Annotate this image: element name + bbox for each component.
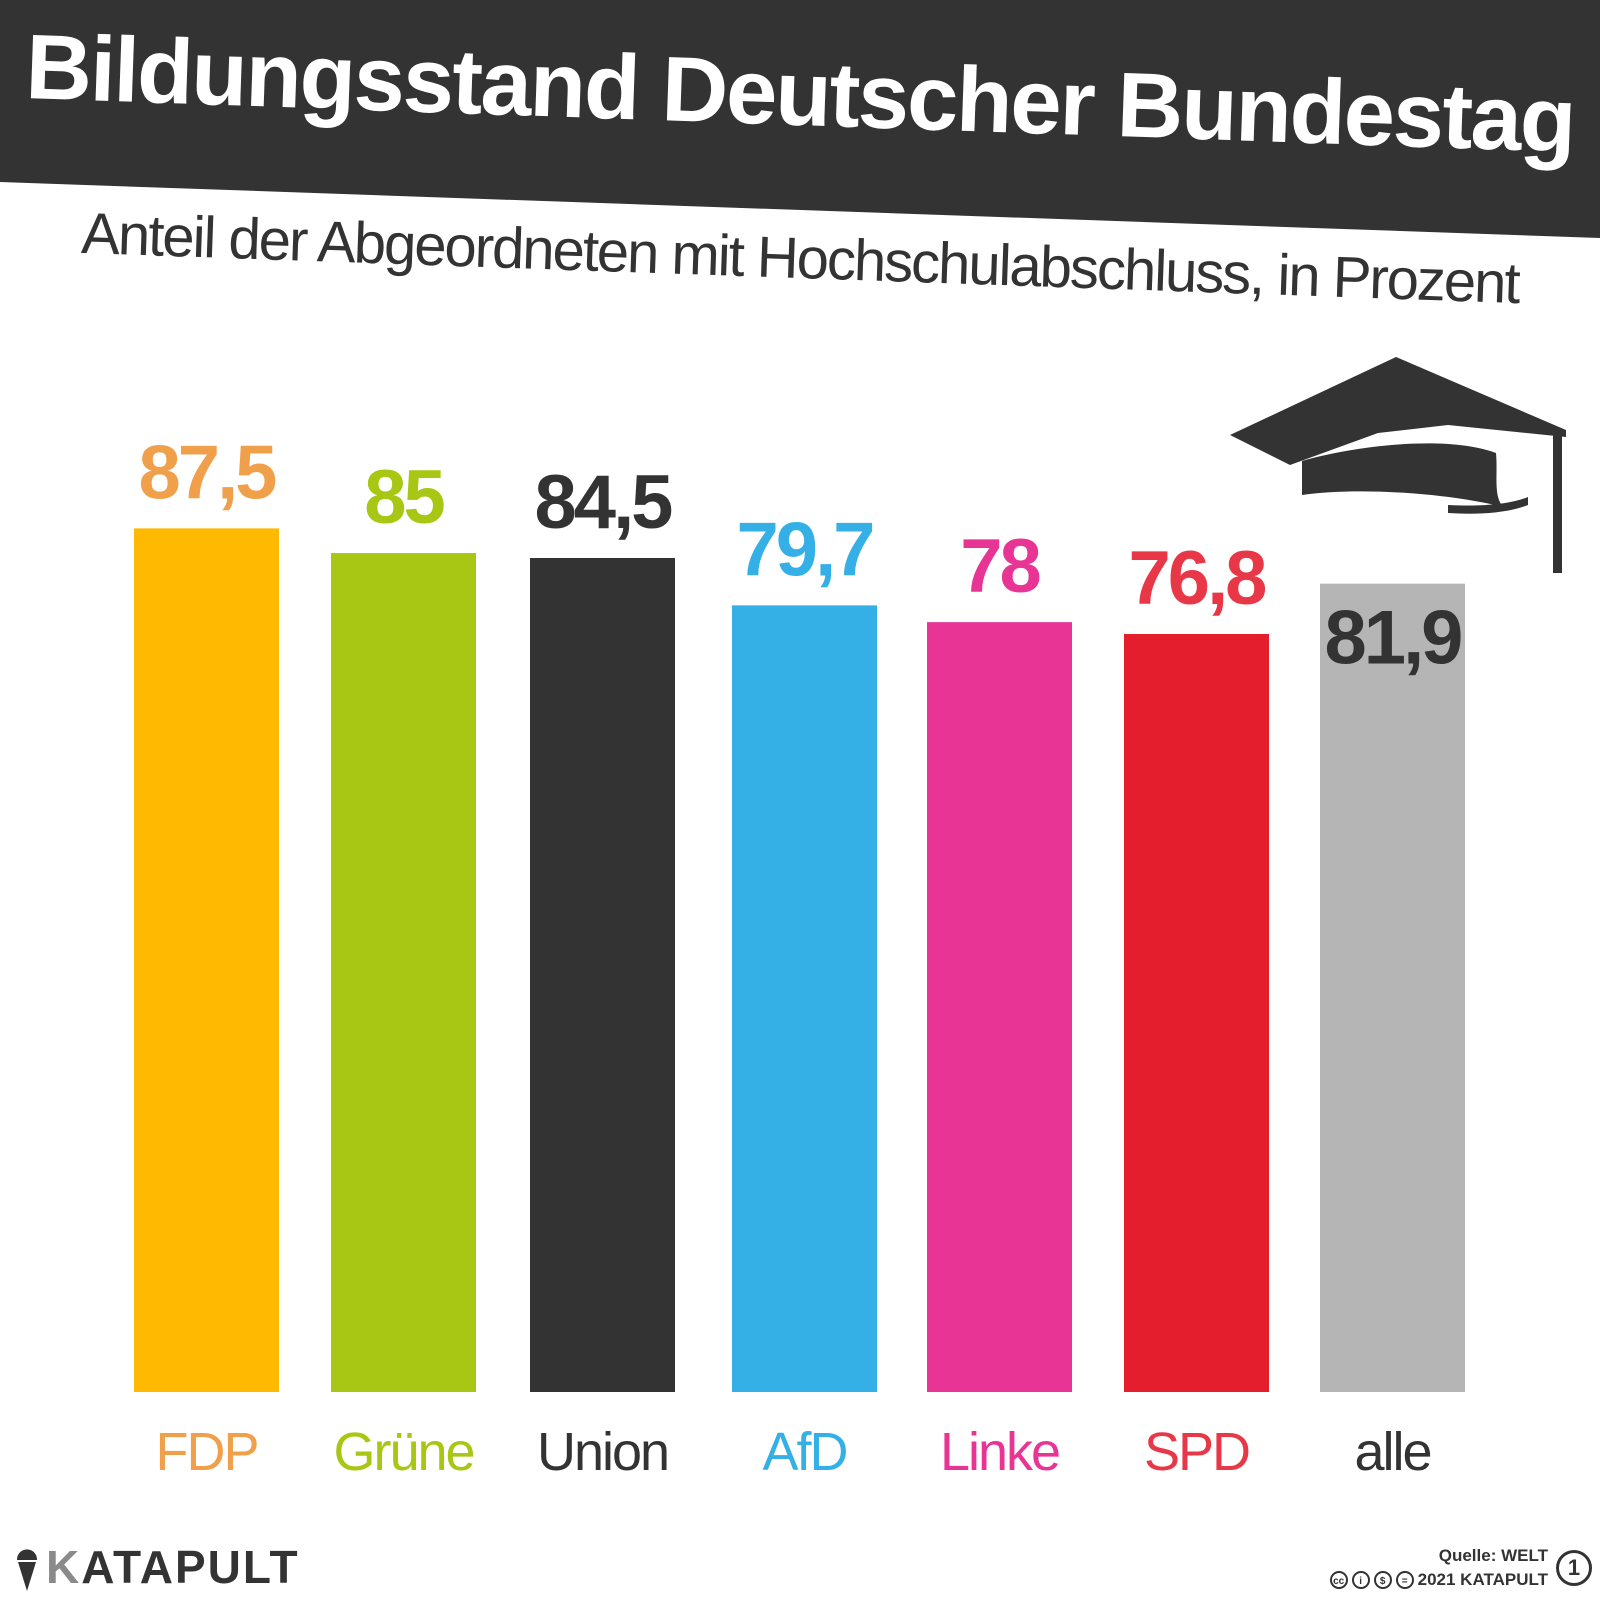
- category-label: Linke: [940, 1422, 1059, 1482]
- license-badge: 1: [1556, 1550, 1592, 1586]
- bar-value-label: 81,9: [1325, 596, 1462, 681]
- source-text: Quelle: WELT: [1438, 1546, 1548, 1565]
- bar-value-label: 84,5: [535, 460, 673, 545]
- bar-value-label: 78: [960, 524, 1039, 609]
- by-icon: i: [1351, 1571, 1370, 1589]
- source-info: Quelle: WELT cc i $ = 2021 KATAPULT: [1329, 1544, 1548, 1592]
- bar-union: [530, 557, 675, 1392]
- bar-afd: [732, 605, 877, 1392]
- bar-linke: [927, 622, 1072, 1392]
- category-label: Union: [537, 1422, 668, 1482]
- ice-cream-icon: [17, 1549, 37, 1591]
- bar-grüne: [331, 553, 476, 1392]
- katapult-logo: KATAPULT: [14, 1540, 300, 1594]
- bar-fdp: [134, 528, 279, 1392]
- nd-icon: =: [1395, 1571, 1414, 1589]
- graduation-cap-icon: [1230, 357, 1566, 573]
- category-label: FDP: [156, 1422, 258, 1482]
- logo-text: KATAPULT: [46, 1541, 300, 1593]
- category-label: Grüne: [333, 1422, 473, 1482]
- bar-value-label: 79,7: [737, 507, 873, 592]
- category-label: AfD: [762, 1422, 846, 1482]
- bar-value-label: 76,8: [1129, 536, 1266, 621]
- bar-value-label: 85: [364, 455, 444, 540]
- bar-alle: [1320, 583, 1465, 1392]
- header-band: [0, 0, 1600, 238]
- license-row: cc i $ = 2021 KATAPULT: [1329, 1568, 1548, 1592]
- bar-value-label: 87,5: [139, 430, 277, 515]
- nc-icon: $: [1373, 1571, 1392, 1589]
- cc-icon: cc: [1329, 1571, 1348, 1589]
- bar-spd: [1124, 633, 1269, 1392]
- category-label: alle: [1354, 1422, 1430, 1482]
- copyright-text: 2021 KATAPULT: [1417, 1570, 1548, 1589]
- category-label: SPD: [1144, 1422, 1249, 1482]
